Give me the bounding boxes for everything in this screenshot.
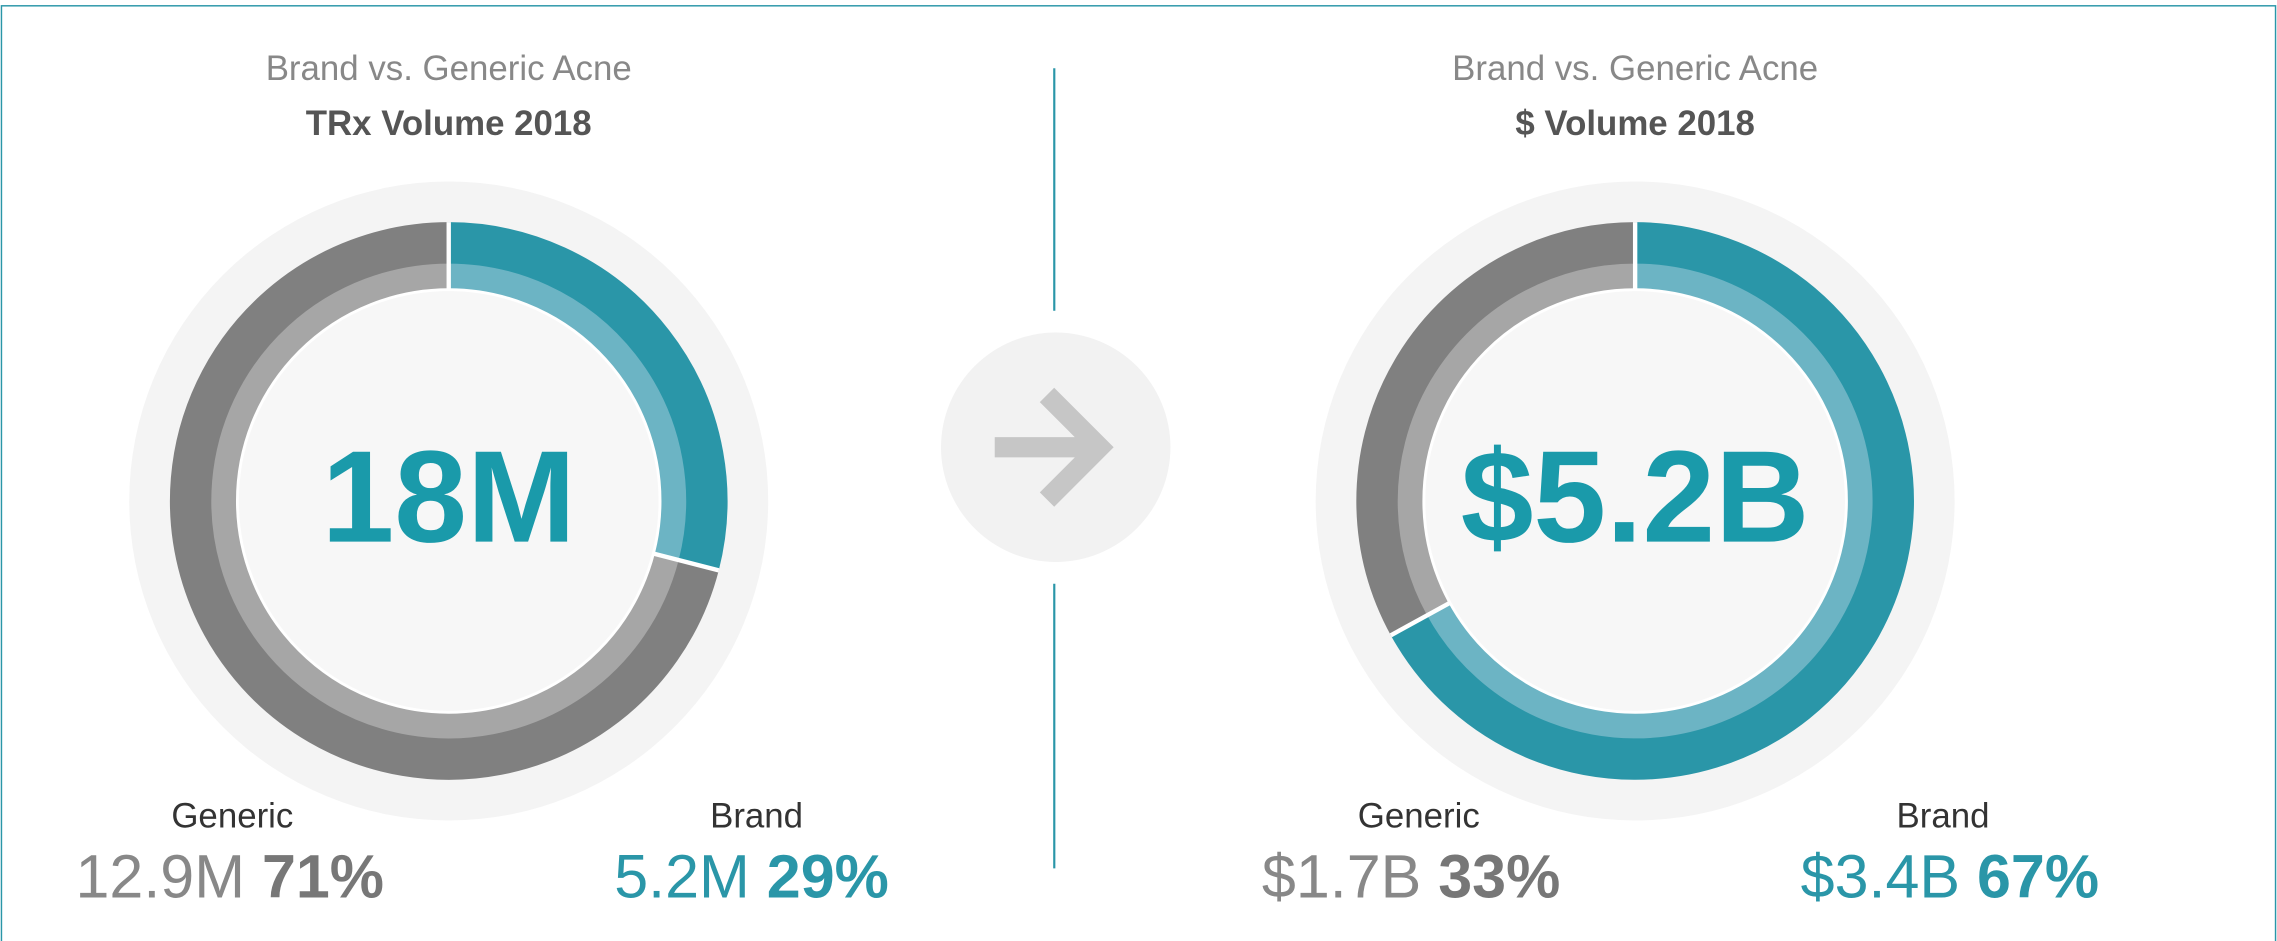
legend-label: Brand — [1897, 797, 1990, 836]
percent-label: 33% — [1438, 842, 1560, 910]
amount-label: 12.9M — [76, 842, 246, 910]
percent-label: 67% — [1977, 842, 2099, 910]
chart-subtitle: $ Volume 2018 — [1515, 104, 1755, 143]
legend-value: $3.4B 67% — [1801, 842, 2099, 910]
donut-segment — [1356, 222, 1636, 636]
amount-label: $1.7B — [1262, 842, 1421, 910]
legend-value: 12.9M 71% — [76, 842, 385, 910]
center-label: 18M — [322, 424, 576, 570]
donut-inner-edge — [1422, 288, 1848, 714]
arrow-icon — [994, 387, 1114, 507]
chart-title: Brand vs. Generic Acne — [1452, 49, 1818, 88]
donut-segment-inner — [211, 263, 679, 739]
legend-value: $1.7B 33% — [1262, 842, 1560, 910]
chart-title: Brand vs. Generic Acne — [266, 49, 632, 88]
donut-core — [1423, 288, 1848, 714]
donut-segment-inner — [1397, 263, 1636, 616]
center-label: $5.2B — [1461, 424, 1810, 570]
donut-segment-inner — [1427, 263, 1873, 739]
segment-gap — [652, 551, 720, 573]
percent-label: 29% — [767, 842, 889, 910]
chart-subtitle: TRx Volume 2018 — [306, 104, 592, 143]
donut-segment — [1390, 222, 1914, 780]
legend-label: Generic — [171, 797, 293, 836]
legend-label: Generic — [1358, 797, 1480, 836]
segment-gap — [1389, 600, 1452, 638]
donut-inner-edge — [235, 288, 662, 714]
donut-core — [236, 288, 661, 714]
donut-segment-inner — [448, 263, 687, 561]
percent-label: 71% — [262, 842, 384, 910]
amount-label: 5.2M — [614, 842, 750, 910]
legend-value: 5.2M 29% — [614, 842, 889, 910]
amount-label: $3.4B — [1801, 842, 1960, 910]
legend-label: Brand — [710, 797, 803, 836]
donut-segment — [169, 222, 719, 780]
donut-segment — [448, 222, 728, 571]
